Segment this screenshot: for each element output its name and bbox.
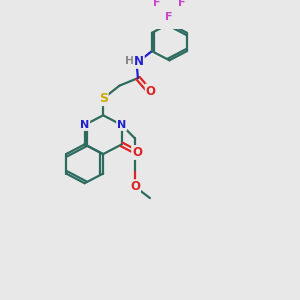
Text: O: O bbox=[132, 146, 142, 159]
Text: N: N bbox=[117, 120, 126, 130]
Text: S: S bbox=[99, 92, 108, 105]
Text: O: O bbox=[130, 180, 140, 193]
Text: H: H bbox=[125, 56, 134, 66]
Text: F: F bbox=[153, 0, 160, 8]
Text: N: N bbox=[80, 120, 89, 130]
Text: F: F bbox=[178, 0, 185, 8]
Text: F: F bbox=[165, 12, 172, 22]
Text: N: N bbox=[134, 55, 144, 68]
Text: O: O bbox=[146, 85, 156, 98]
